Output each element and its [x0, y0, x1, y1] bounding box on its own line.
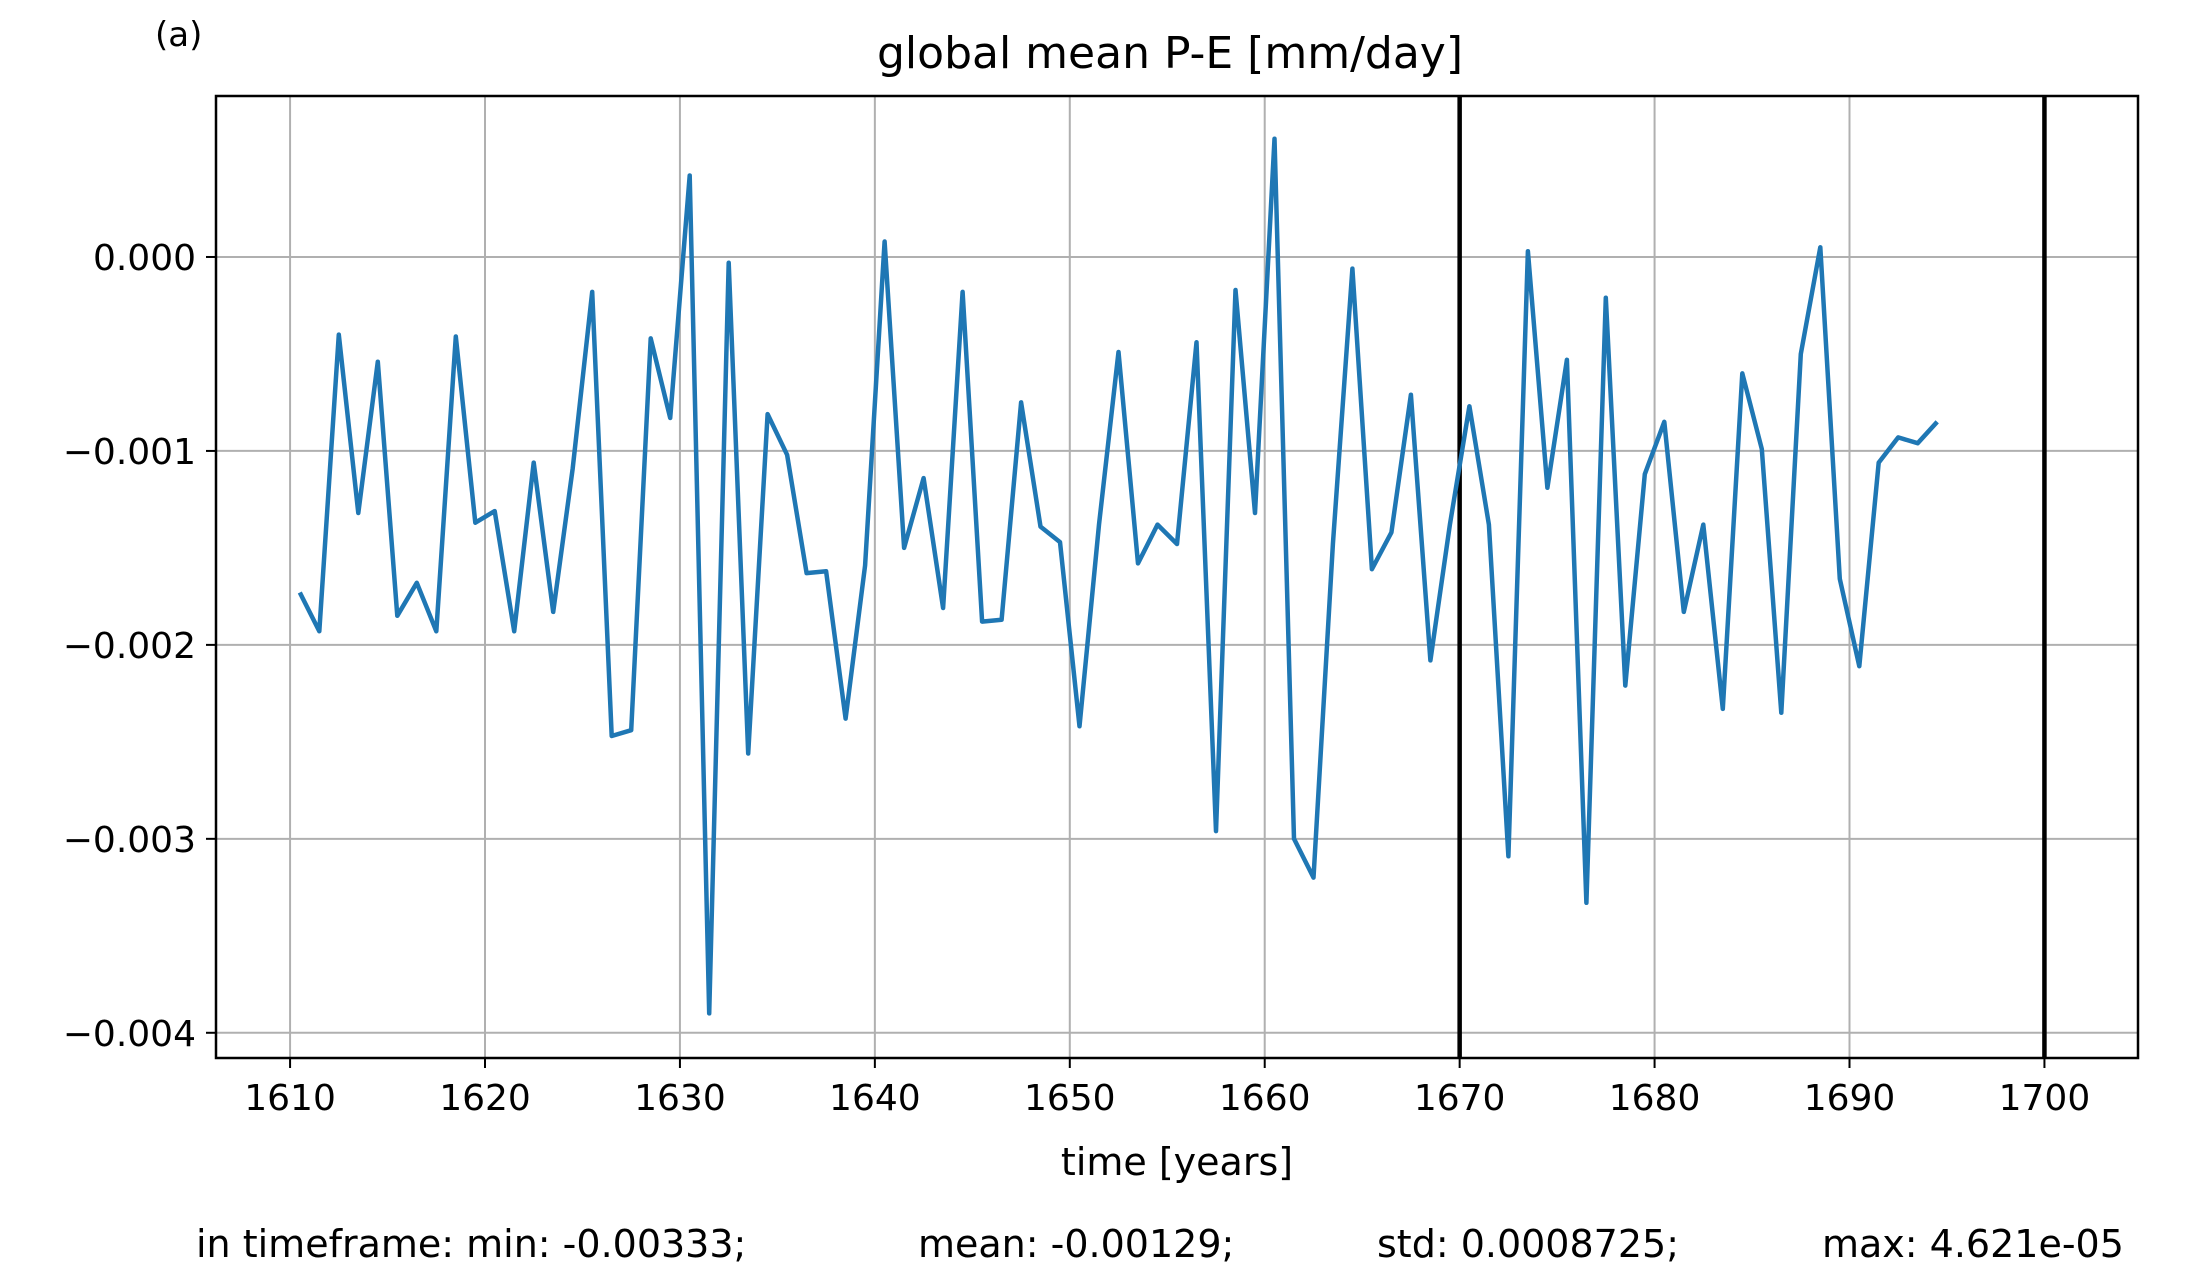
- x-tick-label: 1640: [829, 1078, 921, 1119]
- chart-title: global mean P-E [mm/day]: [877, 28, 1463, 79]
- footer-min: in timeframe: min: -0.00333;: [196, 1222, 746, 1263]
- x-tick-label: 1700: [1999, 1078, 2091, 1119]
- x-axis-label: time [years]: [1061, 1140, 1293, 1184]
- x-tick-label: 1690: [1804, 1078, 1896, 1119]
- footer-max: max: 4.621e-05: [1822, 1222, 2124, 1263]
- x-tick-label: 1660: [1219, 1078, 1311, 1119]
- x-tick-label: 1620: [439, 1078, 531, 1119]
- panel-label: (a): [155, 15, 202, 55]
- y-axis-ticks: 0.000 −0.001 −0.002 −0.003 −0.004: [63, 238, 216, 1055]
- y-tick-label: −0.003: [63, 820, 196, 861]
- footer-std: std: 0.0008725;: [1377, 1222, 1679, 1263]
- vertical-marker-lines: [1457, 96, 2047, 1058]
- y-tick-label: 0.000: [93, 238, 196, 279]
- x-tick-label: 1630: [634, 1078, 726, 1119]
- y-tick-label: −0.004: [63, 1014, 196, 1055]
- x-tick-label: 1670: [1414, 1078, 1506, 1119]
- plot-frame: [214, 94, 2140, 1060]
- series-line: [297, 136, 1939, 1016]
- x-axis-ticks: 1610 1620 1630 1640 1650 1660 1670 1680 1690 1700: [244, 1058, 2090, 1119]
- footer-mean: mean: -0.00129;: [918, 1222, 1234, 1263]
- series-group: [297, 136, 1939, 1016]
- grid-lines: [216, 96, 2138, 1058]
- x-tick-label: 1680: [1609, 1078, 1701, 1119]
- x-tick-label: 1610: [244, 1078, 336, 1119]
- y-tick-label: −0.002: [63, 626, 196, 667]
- x-tick-label: 1650: [1024, 1078, 1116, 1119]
- y-tick-label: −0.001: [63, 432, 196, 473]
